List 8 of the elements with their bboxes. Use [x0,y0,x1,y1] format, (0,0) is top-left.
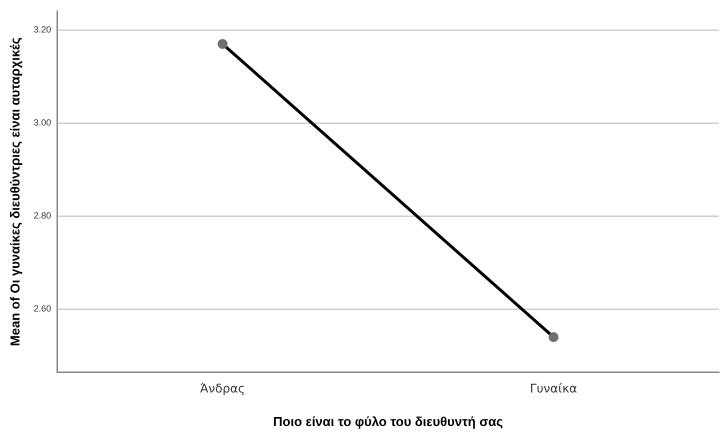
x-tick-label: Γυναίκα [530,381,578,396]
y-axis-title: Mean of Οι γυναίκες διευθύντριες είναι αυταρχικές [7,37,22,346]
y-tick-label: 3.00 [34,118,52,128]
y-tick-label: 2.80 [34,210,52,221]
y-tick-label: 3.20 [34,24,52,34]
x-tick-label: Άνδρας [200,381,246,396]
x-axis-title: Ποιο είναι το φύλο του διευθυντή σας [273,414,504,429]
y-tick-label: 2.60 [34,304,52,314]
